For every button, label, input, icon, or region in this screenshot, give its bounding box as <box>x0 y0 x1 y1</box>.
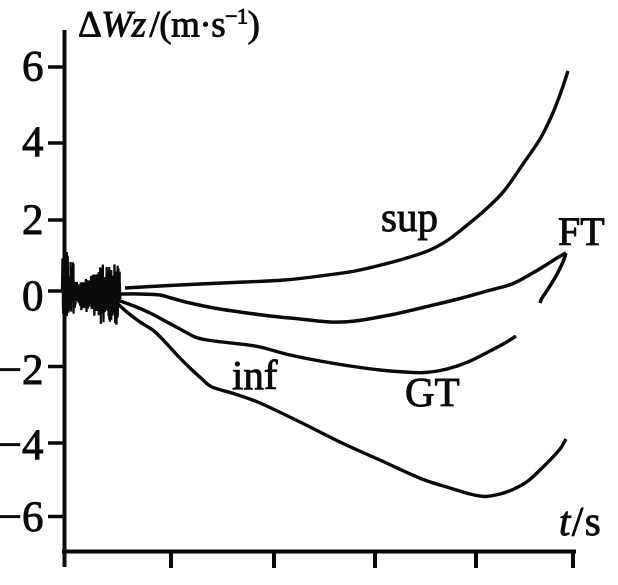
svg-text:GT: GT <box>405 369 460 415</box>
svg-text:t/s: t/s <box>559 498 602 544</box>
svg-text:sup: sup <box>381 194 438 240</box>
svg-text:6: 6 <box>22 44 44 91</box>
svg-text:−6: −6 <box>0 494 44 541</box>
svg-text:ΔWz/(m·s−1): ΔWz/(m·s−1) <box>78 4 259 46</box>
svg-text:inf: inf <box>232 352 278 398</box>
svg-text:0: 0 <box>22 273 44 320</box>
svg-text:−2: −2 <box>0 347 44 394</box>
svg-text:2: 2 <box>22 197 44 244</box>
svg-text:−4: −4 <box>0 422 44 469</box>
svg-text:4: 4 <box>22 119 44 166</box>
svg-text:FT: FT <box>558 209 605 254</box>
